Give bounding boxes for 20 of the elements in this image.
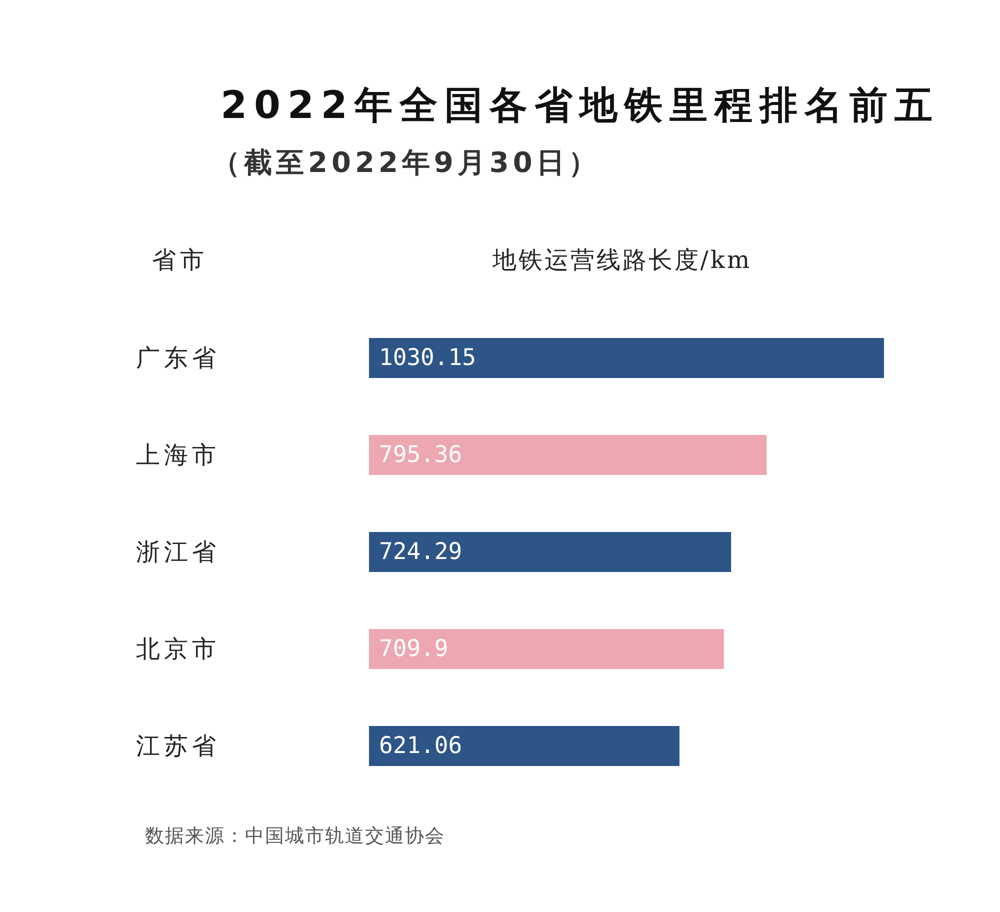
bar	[369, 726, 680, 766]
source-note: 数据来源：中国城市轨道交通协会	[145, 825, 445, 847]
chart-subtitle: （截至2022年9月30日）	[212, 146, 600, 179]
data-label: 1030.15	[379, 345, 476, 371]
data-label: 621.06	[379, 733, 462, 759]
bar	[369, 338, 884, 378]
chart-title: 2022年全国各省地铁里程排名前五	[220, 83, 940, 127]
bar	[369, 435, 767, 475]
y-tick-label: 北京市	[136, 635, 220, 663]
y-tick-label: 江苏省	[136, 732, 220, 760]
y-tick-label: 广东省	[136, 344, 220, 372]
y-tick-label: 上海市	[136, 441, 220, 469]
data-label: 795.36	[379, 442, 462, 468]
x-axis-title: 地铁运营线路长度/km	[491, 246, 752, 274]
y-axis-title: 省市	[152, 246, 208, 274]
y-tick-label: 浙江省	[136, 538, 220, 566]
bar	[369, 532, 732, 572]
bar	[369, 629, 724, 669]
data-label: 709.9	[379, 636, 448, 662]
data-label: 724.29	[379, 539, 462, 565]
